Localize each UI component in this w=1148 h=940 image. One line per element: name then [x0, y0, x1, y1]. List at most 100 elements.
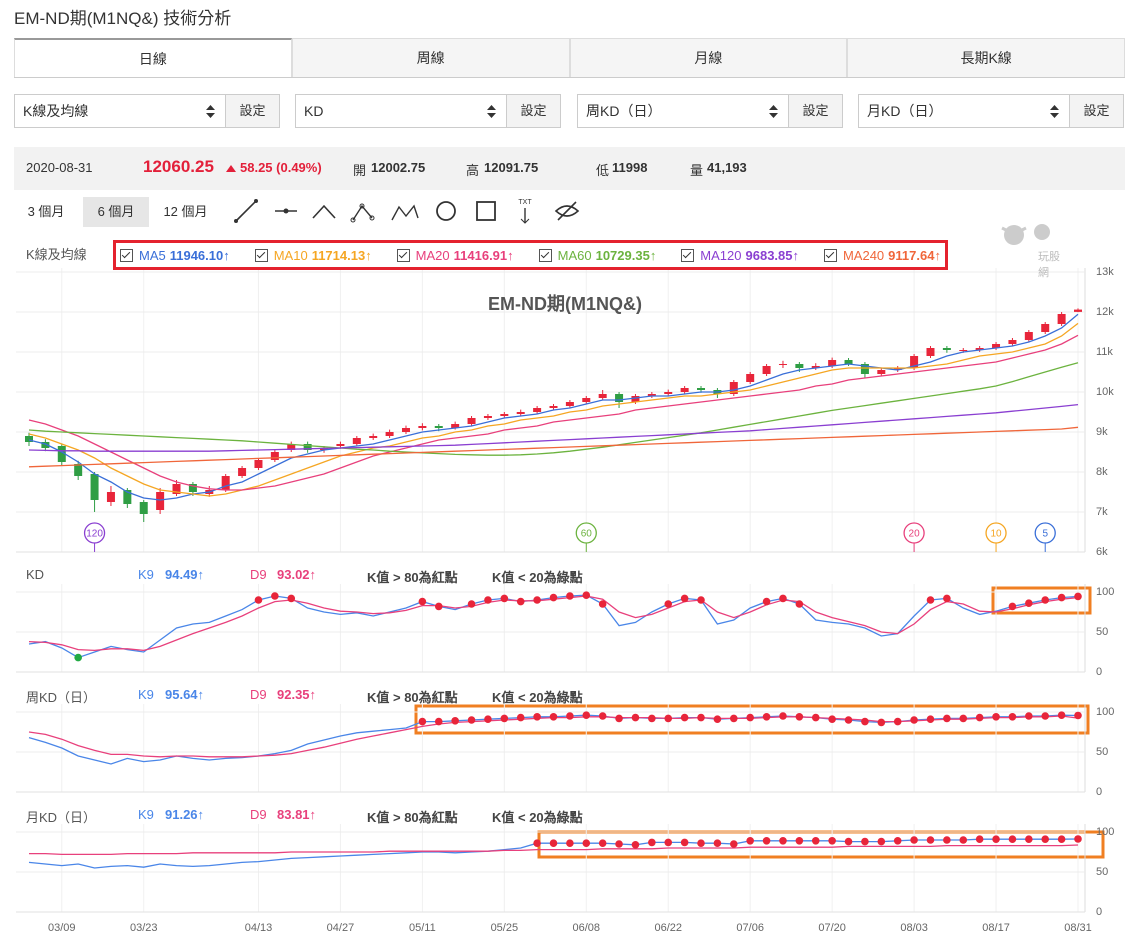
legend-value: 11714.13↑ — [311, 247, 372, 263]
y-tick-label: 50 — [1096, 626, 1108, 638]
candle-body — [778, 364, 787, 365]
select-box[interactable]: 月KD（日） — [858, 94, 1070, 128]
select-label: KD — [304, 103, 324, 119]
legend-checkbox — [538, 248, 552, 262]
tool-hide[interactable] — [553, 198, 581, 224]
candle-body — [57, 446, 66, 462]
select-box[interactable]: KD — [295, 94, 507, 128]
select-box[interactable]: 周KD（日） — [577, 94, 789, 128]
ma-marker-label: 60 — [581, 529, 593, 540]
high-dot — [910, 836, 918, 844]
series-value: 91.26↑ — [165, 807, 205, 822]
ma-marker — [1034, 522, 1056, 544]
candle-body — [500, 414, 509, 416]
panel-label: K線及均線 — [26, 247, 87, 262]
high-dot — [811, 837, 820, 845]
candle-body — [25, 436, 33, 442]
settings-button[interactable]: 設定 — [789, 94, 843, 128]
high-dot — [1008, 835, 1017, 843]
candle-body — [860, 364, 869, 374]
candle-body — [41, 442, 50, 448]
range-button[interactable]: 3 個月 — [27, 204, 65, 219]
tool-abc[interactable] — [350, 198, 378, 226]
high-dot — [598, 839, 607, 847]
tab[interactable]: 周線 — [291, 38, 570, 77]
x-tick-label: 08/03 — [900, 922, 928, 934]
series-name: K9 — [138, 687, 154, 702]
tab[interactable]: 月線 — [569, 38, 848, 77]
kd-line — [29, 844, 1079, 856]
tool-hline[interactable] — [273, 198, 299, 224]
legend-checkbox — [396, 248, 410, 262]
legend-checkbox — [681, 248, 695, 262]
settings-button[interactable]: 設定 — [226, 94, 280, 128]
high-dot — [680, 713, 689, 722]
range-button[interactable]: 6 個月 — [83, 197, 149, 227]
legend-checkbox — [823, 248, 837, 262]
legend-value: 10729.35↑ — [595, 247, 657, 263]
candle-body — [106, 492, 115, 502]
highlight-box — [991, 586, 1092, 615]
candle-body — [549, 406, 558, 408]
candle-body — [828, 360, 837, 366]
panel-note: K值 > 80為紅點 — [367, 690, 458, 705]
high-dot — [893, 837, 902, 845]
candle-body — [90, 474, 99, 500]
high-dot — [779, 837, 787, 845]
tool-line[interactable] — [233, 198, 259, 224]
high-dot — [664, 600, 673, 608]
high-dot — [680, 594, 689, 603]
legend-item: MA60 10729.35↑ — [538, 247, 657, 263]
tool-angle[interactable] — [311, 198, 337, 224]
candle-body — [287, 444, 296, 450]
settings-button[interactable]: 設定 — [507, 94, 561, 128]
settings-button[interactable]: 設定 — [1070, 94, 1124, 128]
legend-name: MA10 — [273, 247, 308, 263]
high-dot — [434, 717, 443, 726]
tab[interactable]: 日線 — [14, 38, 292, 77]
tab[interactable]: 長期K線 — [847, 38, 1125, 77]
x-tick-label: 07/20 — [818, 922, 846, 934]
candle-body — [1008, 340, 1017, 344]
high-dot — [598, 712, 607, 720]
series-name: D9 — [250, 807, 267, 822]
high-dot — [1025, 712, 1033, 720]
y-tick-label: 0 — [1096, 666, 1102, 678]
series-name: K9 — [138, 567, 154, 582]
high-dot — [877, 837, 886, 846]
tool-abcd[interactable] — [390, 198, 420, 226]
high-dot — [828, 715, 836, 723]
legend-name: MA20 — [415, 247, 450, 263]
range-button[interactable]: 12 個月 — [163, 204, 208, 219]
high-dot — [582, 591, 591, 599]
quote-price: 12060.25 — [143, 157, 214, 176]
panel-note: K值 > 80為紅點 — [367, 810, 458, 825]
high-dot — [287, 594, 296, 603]
high-dot — [566, 592, 574, 600]
high-dot — [664, 714, 673, 723]
high-dot — [516, 597, 525, 606]
tool-text[interactable]: TXT — [512, 198, 538, 226]
candle-body — [401, 428, 410, 432]
candle-body — [139, 502, 148, 514]
ma-line — [28, 403, 1079, 452]
high-dot — [467, 600, 476, 608]
high-dot — [680, 838, 689, 847]
high-dot — [943, 714, 951, 723]
candle-body — [1057, 314, 1066, 324]
tool-circle[interactable] — [433, 198, 459, 224]
high-dot — [484, 715, 492, 723]
legend-item: MA240 9117.64↑ — [823, 247, 941, 263]
legend-name: MA5 — [139, 247, 166, 263]
ma-line — [28, 313, 1079, 501]
panel-title: 周KD（日） — [26, 690, 97, 705]
y-tick-label: 50 — [1096, 866, 1108, 878]
y-tick-label: 50 — [1096, 746, 1108, 758]
y-tick-label: 11k — [1096, 346, 1113, 358]
high-dot — [926, 596, 935, 604]
legend-value: 9683.85↑ — [745, 247, 800, 263]
tool-rect[interactable] — [473, 198, 499, 224]
select-box[interactable]: K線及均線 — [14, 94, 226, 128]
legend-value: 9117.64↑ — [888, 247, 941, 263]
candle-body — [451, 424, 460, 428]
